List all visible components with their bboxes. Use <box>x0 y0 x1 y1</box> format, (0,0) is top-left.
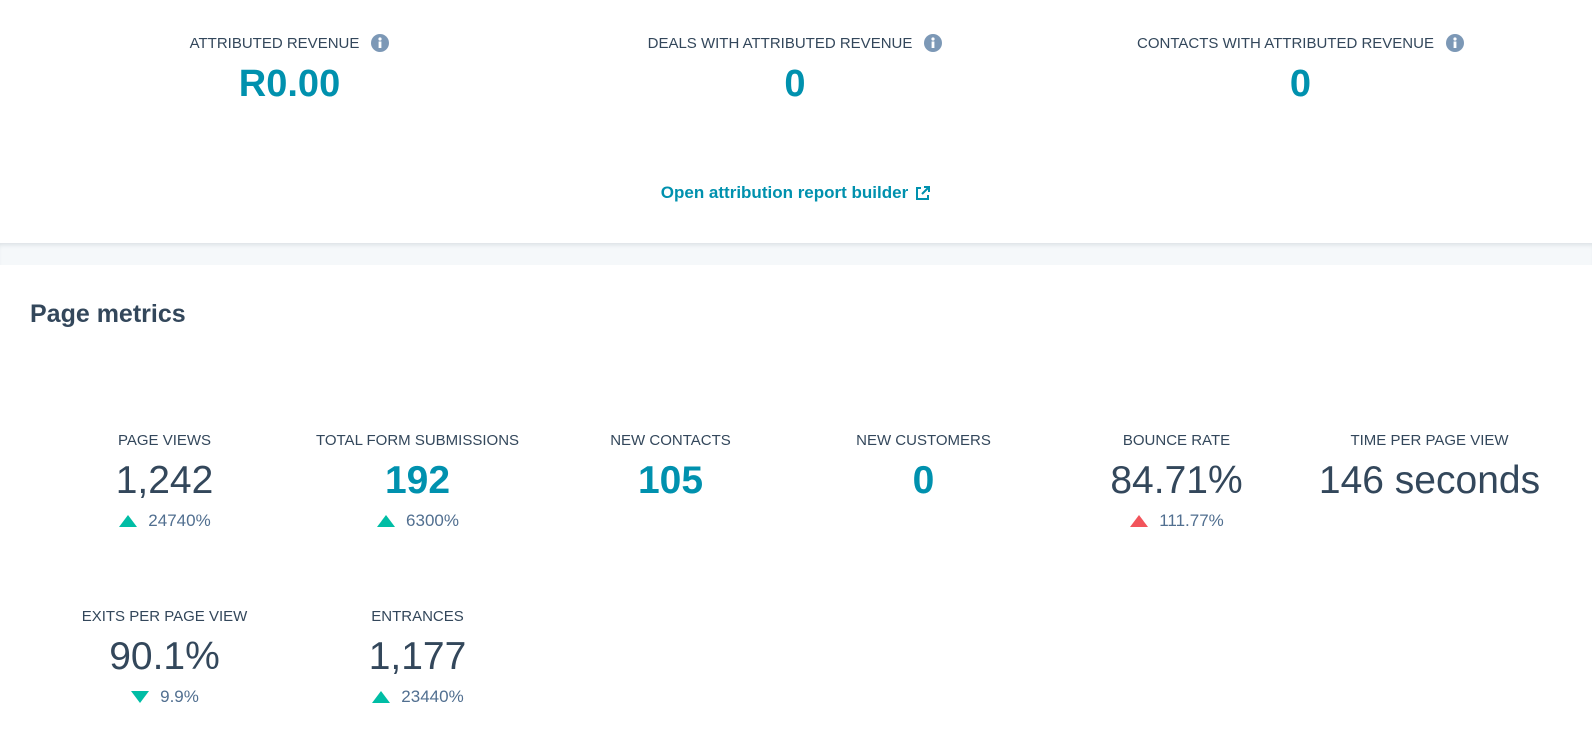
info-dot <box>1453 37 1457 41</box>
info-dot <box>378 37 382 41</box>
metric-value: 192 <box>384 459 451 502</box>
metric-value: 146 seconds <box>1318 459 1541 502</box>
metric: ENTRANCES 1,177 23440% <box>291 608 544 707</box>
metric-label-row: DEALS WITH ATTRIBUTED REVENUE <box>648 34 943 52</box>
trend-triangle <box>131 691 150 703</box>
metric-value: 0 <box>784 62 806 105</box>
metric: PAGE VIEWS 1,242 24740% <box>38 432 291 531</box>
link-text[interactable]: Open attribution report builder <box>660 183 909 202</box>
link-row: Open attribution report builder <box>0 183 1592 203</box>
attribution-metric: ATTRIBUTED REVENUE R0.00 <box>37 34 542 106</box>
section-title: Page metrics <box>30 300 186 328</box>
metric-value: 1,242 <box>115 459 214 502</box>
change-text: 24740% <box>148 511 211 530</box>
metrics-grid: PAGE VIEWS 1,242 24740% TOTAL FORM SUBMISSI… <box>38 0 1556 748</box>
metric-label: DEALS WITH ATTRIBUTED REVENUE <box>647 34 913 52</box>
trend-triangle <box>372 691 391 703</box>
trend-arrow <box>377 515 396 527</box>
metric-label: ENTRANCES <box>371 608 464 625</box>
change-text: 9.9% <box>160 687 199 706</box>
info-bar <box>378 41 382 48</box>
info-bar <box>931 41 935 48</box>
metric: NEW CUSTOMERS 0 <box>797 432 1050 503</box>
metric: TOTAL FORM SUBMISSIONS 192 6300% <box>291 432 544 531</box>
metric-label: TOTAL FORM SUBMISSIONS <box>315 432 520 449</box>
change-text: 23440% <box>401 687 464 706</box>
trend-arrow <box>1130 515 1149 527</box>
section-divider <box>0 243 1592 265</box>
metric-value: 0 <box>912 459 935 502</box>
metric: TIME PER PAGE VIEW 146 seconds <box>1303 432 1556 503</box>
metric: NEW CONTACTS 105 <box>544 432 797 503</box>
metric-label: ATTRIBUTED REVENUE <box>189 34 360 52</box>
metric-value: 1,177 <box>368 635 467 678</box>
attribution-metric: DEALS WITH ATTRIBUTED REVENUE 0 <box>543 34 1048 106</box>
trend-triangle <box>377 515 396 527</box>
metric-change: 23440% <box>291 687 544 707</box>
metric-label: TIME PER PAGE VIEW <box>1350 432 1509 449</box>
metric-label: PAGE VIEWS <box>117 432 212 449</box>
metric-change: 111.77% <box>1050 511 1303 531</box>
metric-label-row: ATTRIBUTED REVENUE <box>190 34 390 52</box>
trend-arrow <box>131 691 150 703</box>
attribution-section: ATTRIBUTED REVENUE R0.00 DEALS WITH ATTRIB… <box>37 0 1553 243</box>
metric-label: NEW CUSTOMERS <box>856 432 991 449</box>
metric-value: R0.00 <box>238 62 341 105</box>
metric-change: 24740% <box>38 511 291 531</box>
info-icon[interactable] <box>924 34 943 52</box>
change-text: 6300% <box>406 511 459 530</box>
trend-triangle <box>119 515 138 527</box>
metric-value: 105 <box>637 459 704 502</box>
trend-arrow <box>119 515 138 527</box>
metric-change: 6300% <box>291 511 544 531</box>
metric-label-row: CONTACTS WITH ATTRIBUTED REVENUE <box>1137 34 1464 52</box>
metric: EXITS PER PAGE VIEW 90.1% 9.9% <box>38 608 291 707</box>
report-builder-link[interactable]: Open attribution report builder <box>661 183 931 203</box>
info-icon[interactable] <box>1445 34 1464 52</box>
metric-label: EXITS PER PAGE VIEW <box>81 608 248 625</box>
trend-arrow <box>372 691 391 703</box>
metric-value: 90.1% <box>109 635 220 678</box>
change-text: 111.77% <box>1159 511 1224 530</box>
metric-change: 9.9% <box>38 687 291 707</box>
metric-label: CONTACTS WITH ATTRIBUTED REVENUE <box>1137 34 1434 52</box>
metric-label: BOUNCE RATE <box>1122 432 1231 449</box>
metric-value: 84.71% <box>1110 459 1243 502</box>
metric-label: NEW CONTACTS <box>610 432 731 449</box>
info-bar <box>1453 41 1457 48</box>
external-icon <box>916 185 931 200</box>
info-icon[interactable] <box>371 34 390 52</box>
attribution-metric: CONTACTS WITH ATTRIBUTED REVENUE 0 <box>1048 34 1553 106</box>
trend-triangle <box>1130 515 1149 527</box>
metric-value: 0 <box>1289 62 1312 105</box>
metric: BOUNCE RATE 84.71% 111.77% <box>1050 432 1303 531</box>
info-dot <box>931 37 935 41</box>
